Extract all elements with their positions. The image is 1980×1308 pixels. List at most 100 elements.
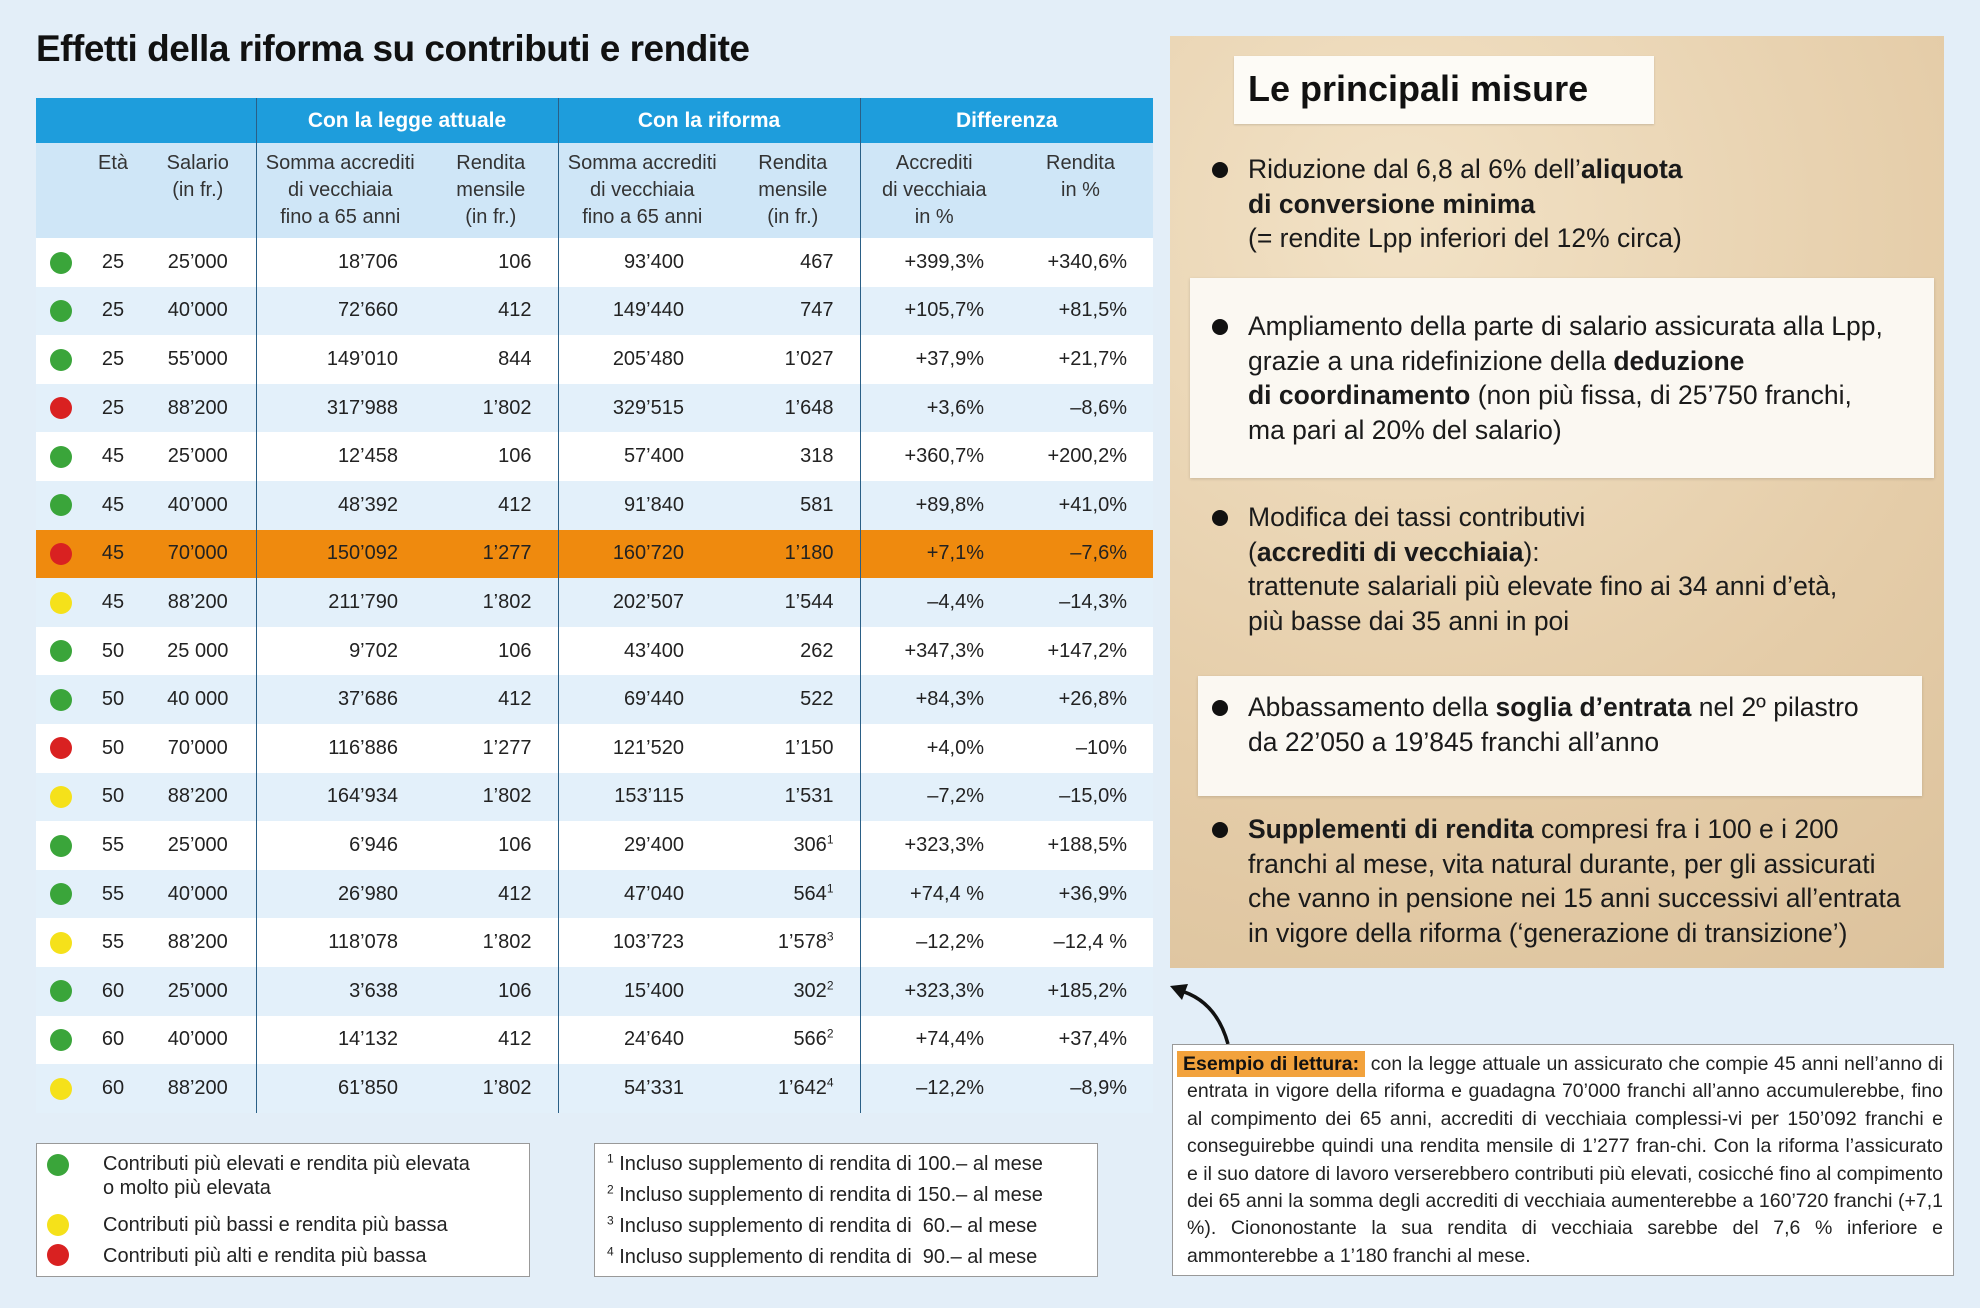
cell-accrediti-diff: +360,7% — [859, 432, 1008, 481]
example-label: Esempio di lettura: — [1177, 1051, 1366, 1077]
cell-rendita-diff: +36,9% — [1058, 882, 1127, 905]
table-row: 45 70’000 150’092 1’277 160’720 1’180 +7,1% –7,… — [36, 529, 1153, 579]
table-row: 25 25’000 18’706 106 93’400 467 +399,3% +340,6% — [36, 238, 1153, 287]
status-dot — [50, 688, 72, 711]
cell-rendita-diff: –15,0% — [1059, 785, 1127, 808]
cell-rendita-riforma: 1’531 — [784, 785, 834, 808]
cell-accrediti-diff: –12,2% — [859, 1064, 1008, 1113]
cell-rendita-diff: +41,0% — [1058, 493, 1127, 516]
cell-accrediti-diff: –4,4% — [859, 578, 1008, 627]
cell-rendita-diff: +185,2% — [1047, 979, 1127, 1002]
status-dot — [50, 300, 72, 323]
cell-rendita-attuale: 412 — [498, 299, 532, 322]
cell-rendita-attuale: 106 — [498, 445, 532, 468]
cell-somma-riforma: 121’520 — [557, 723, 726, 773]
cell-rendita-diff: +340,6% — [1047, 250, 1127, 273]
table-row: 55 88’200 118’078 1’802 103’723 1’5783 –12,2% –… — [36, 918, 1153, 967]
cell-eta: 45 — [101, 493, 125, 516]
cell-rendita-attuale: 106 — [498, 979, 532, 1002]
cell-rendita-riforma: 1’6424 — [777, 1075, 834, 1099]
cell-accrediti-diff: +74,4 % — [859, 869, 1008, 919]
column-header-row: Età Salario (in fr.) Somma accrediti di ve… — [36, 143, 1153, 238]
cell-somma-attuale: 118’078 — [255, 918, 424, 967]
table-row: 25 55’000 149’010 844 205’480 1’027 +37,9% +21,… — [36, 335, 1153, 384]
col-header-somma-attuale: Somma accrediti di vecchiaia fino a 65 ann… — [255, 143, 424, 238]
cell-accrediti-diff: +7,1% — [859, 529, 1008, 579]
status-cell — [36, 773, 86, 822]
cell-rendita-diff: –8,9% — [1070, 1076, 1127, 1099]
status-dot — [50, 591, 72, 614]
footnote-1: 1 Incluso supplemento di rendita di 100.… — [607, 1151, 1043, 1175]
cell-somma-attuale: 37’686 — [255, 675, 424, 724]
status-dot — [50, 251, 72, 274]
cell-rendita-riforma: 318 — [800, 445, 834, 468]
legend-item-red: Contributi più alti e rendita più bassa — [103, 1245, 427, 1267]
cell-eta: 45 — [101, 445, 125, 468]
cell-somma-attuale: 6’946 — [255, 821, 424, 870]
curved-arrow-icon — [1170, 984, 1230, 1045]
cell-rendita-diff: +200,2% — [1047, 445, 1127, 468]
measure-2: Ampliamento della parte di salario assic… — [1212, 309, 1883, 447]
cell-rendita-riforma: 1’648 — [784, 396, 834, 419]
cell-rendita-diff: +21,7% — [1058, 347, 1127, 370]
col-header-eta: Età — [86, 143, 140, 238]
status-cell — [36, 335, 86, 384]
status-dot — [50, 834, 72, 857]
cell-somma-riforma: 153’115 — [557, 772, 726, 822]
example-text: con la legge attuale un assicurato che c… — [1187, 1053, 1943, 1267]
cell-eta: 25 — [101, 396, 125, 419]
cell-accrediti-diff: –12,2% — [859, 918, 1008, 967]
status-dot — [50, 348, 72, 371]
status-cell — [36, 627, 86, 676]
cell-accrediti-diff: +323,3% — [859, 821, 1008, 870]
group-header-difference: Differenza — [859, 98, 1153, 143]
cell-rendita-diff: +81,5% — [1058, 299, 1127, 322]
status-cell — [36, 821, 86, 870]
cell-accrediti-diff: +105,7% — [859, 286, 1008, 336]
cell-rendita-diff: +147,2% — [1047, 639, 1127, 662]
cell-accrediti-diff: +399,3% — [859, 238, 1008, 287]
status-cell — [36, 724, 86, 773]
cell-rendita-attuale: 106 — [498, 639, 532, 662]
cell-eta: 55 — [101, 833, 125, 856]
legend-item-yellow: Contributi più bassi e rendita più bassa — [103, 1214, 448, 1236]
cell-eta: 25 — [101, 347, 125, 370]
table-row: 45 40’000 48’392 412 91’840 581 +89,8% +41,0% — [36, 480, 1153, 530]
measure-card-2 — [1190, 278, 1934, 478]
cell-rendita-attuale: 1’802 — [482, 396, 532, 419]
table-row: 45 25’000 12’458 106 57’400 318 +360,7% +200,2% — [36, 432, 1153, 481]
cell-somma-attuale: 61’850 — [255, 1064, 424, 1113]
cell-eta: 25 — [101, 299, 125, 322]
cell-rendita-attuale: 1’802 — [482, 785, 532, 808]
measure-5: Supplementi di rendita compresi fra i 10… — [1212, 812, 1901, 950]
cell-salario: 25’000 — [167, 250, 228, 273]
cell-somma-attuale: 14’132 — [255, 1015, 424, 1065]
measure-4: Abbassamento della soglia d’entrata nel … — [1212, 690, 1859, 759]
status-dot — [50, 883, 72, 906]
cell-somma-riforma: 43’400 — [557, 626, 726, 676]
cell-somma-attuale: 164’934 — [255, 772, 424, 822]
table-row: 45 88’200 211’790 1’802 202’507 1’544 –4,4% –14… — [36, 578, 1153, 627]
cell-rendita-diff: –14,3% — [1059, 590, 1127, 613]
status-dot — [50, 1077, 72, 1100]
cell-rendita-attuale: 412 — [498, 1028, 532, 1051]
status-dot — [50, 931, 72, 954]
cell-salario: 88’200 — [167, 931, 228, 954]
footnote-2: 2 Incluso supplemento di rendita di 150.… — [607, 1182, 1043, 1206]
table-row: 50 70’000 116’886 1’277 121’520 1’150 +4,0% –10… — [36, 723, 1153, 773]
bullet-icon — [1212, 510, 1228, 526]
group-header-current: Con la legge attuale — [255, 98, 558, 143]
status-cell — [36, 384, 86, 433]
cell-somma-attuale: 12’458 — [255, 432, 424, 481]
cell-eta: 60 — [101, 1076, 125, 1099]
table-row: 50 25 000 9’702 106 43’400 262 +347,3% +147,2% — [36, 626, 1153, 676]
cell-somma-riforma: 69’440 — [557, 675, 726, 724]
cell-eta: 45 — [101, 542, 125, 565]
cell-somma-attuale: 3’638 — [255, 966, 424, 1016]
status-dot — [50, 980, 72, 1003]
cell-rendita-riforma: 3022 — [793, 978, 834, 1002]
cell-eta: 50 — [101, 736, 125, 759]
cell-somma-riforma: 57’400 — [557, 432, 726, 481]
cell-somma-riforma: 91’840 — [557, 480, 726, 530]
cell-somma-riforma: 93’400 — [557, 238, 726, 287]
